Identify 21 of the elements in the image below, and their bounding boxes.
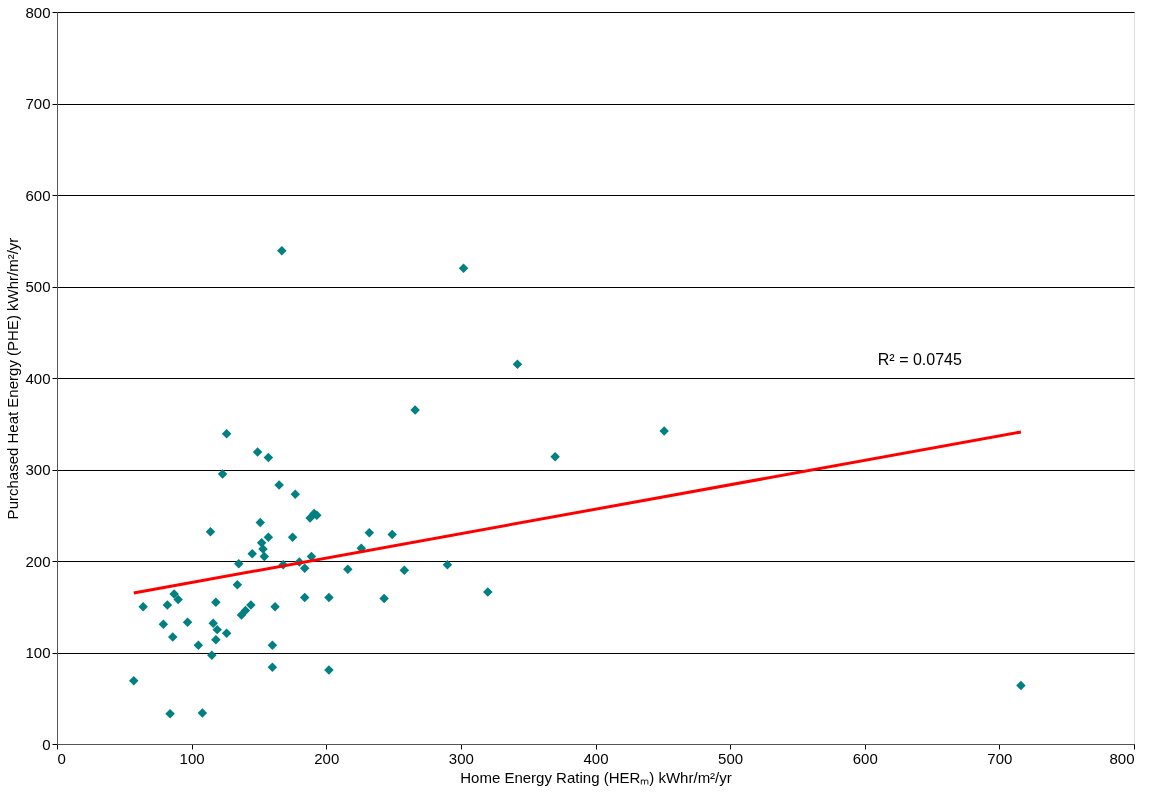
annotation: R² = 0.0745 [877, 350, 962, 368]
y-axis-title: Purchased Heat Energy (PHE) kWhr/m²/yr [4, 237, 22, 520]
y-tick-label: 400 [25, 369, 51, 387]
x-tick-label: 200 [314, 749, 340, 767]
y-tick-label: 600 [25, 186, 51, 204]
y-tick-label: 500 [25, 278, 51, 295]
x-tick-label: 300 [448, 749, 474, 767]
y-tick-label: 200 [25, 552, 51, 570]
y-tick-label: 100 [25, 644, 51, 661]
x-tick-label: 0 [57, 749, 66, 767]
y-tick-label: 700 [25, 95, 51, 112]
y-tick-label: 300 [25, 461, 51, 478]
x-tick-label: 700 [987, 749, 1013, 767]
x-tick-label: 800 [1109, 749, 1135, 767]
y-tick-label: 800 [25, 3, 51, 21]
x-tick-label: 600 [852, 749, 878, 767]
y-tick-label: 0 [42, 735, 51, 753]
x-tick-label: 500 [718, 749, 744, 767]
x-tick-label: 400 [583, 749, 609, 767]
x-axis-title: Home Energy Rating (HERₘ) kWhr/m²/yr [460, 768, 732, 786]
x-tick-label: 100 [179, 749, 205, 767]
